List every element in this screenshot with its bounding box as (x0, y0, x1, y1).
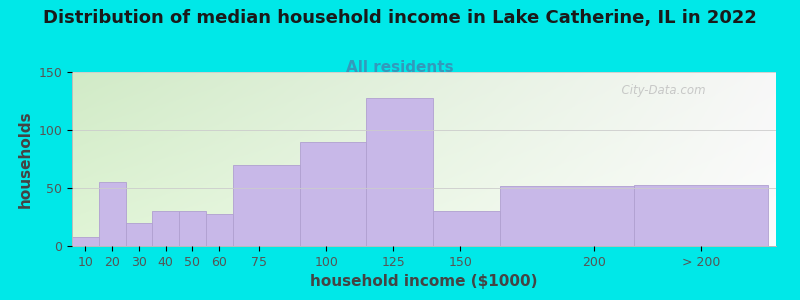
Text: City-Data.com: City-Data.com (614, 84, 706, 97)
Text: Distribution of median household income in Lake Catherine, IL in 2022: Distribution of median household income … (43, 9, 757, 27)
Bar (126, 223, 152, 246)
Bar (500, 186, 634, 246)
Bar (152, 211, 179, 246)
Bar (72, 237, 98, 246)
Bar (179, 211, 206, 246)
Bar (366, 98, 434, 246)
Y-axis label: households: households (18, 110, 33, 208)
Bar (206, 214, 233, 246)
Bar (634, 184, 768, 246)
Bar (233, 165, 299, 246)
Bar (98, 182, 126, 246)
Bar (434, 211, 500, 246)
X-axis label: household income ($1000): household income ($1000) (310, 274, 538, 289)
Bar (299, 142, 366, 246)
Text: All residents: All residents (346, 60, 454, 75)
